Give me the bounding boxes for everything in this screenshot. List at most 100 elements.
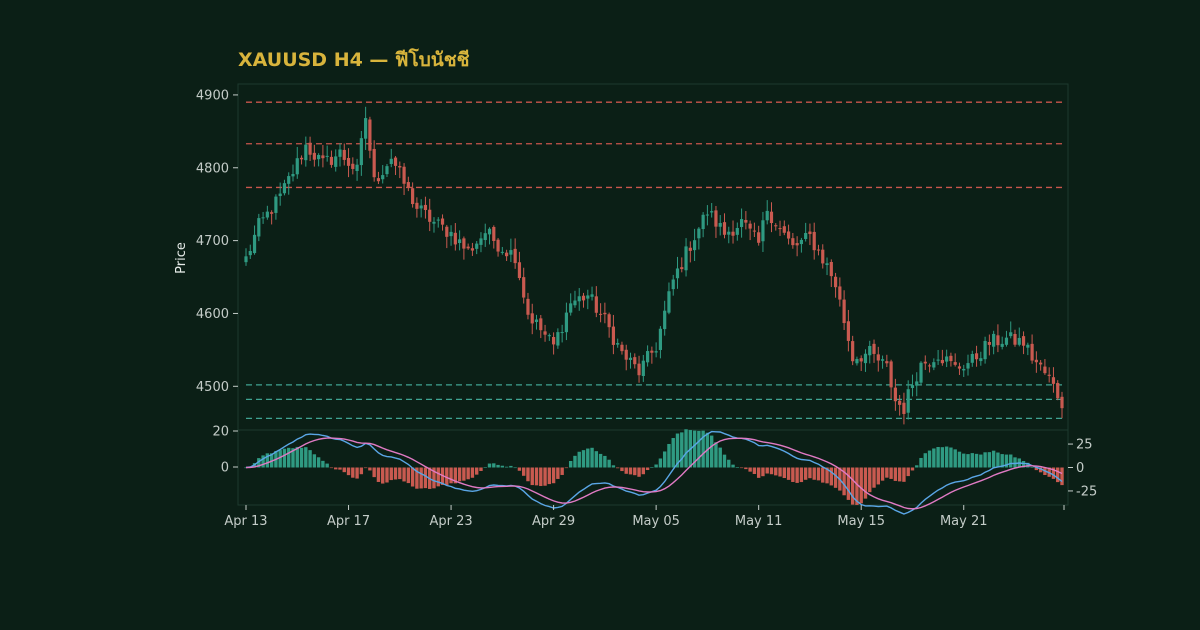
candle [748, 220, 752, 241]
macd-histogram-bar [709, 435, 714, 468]
candle [727, 226, 731, 244]
candle [838, 277, 842, 307]
macd-histogram-bar [278, 450, 282, 468]
x-tick-label: May 15 [837, 514, 885, 529]
macd-histogram-bar [457, 467, 462, 482]
candle [479, 232, 483, 253]
macd-histogram-bar [799, 467, 804, 483]
macd-histogram-bar [850, 467, 855, 505]
candle [381, 165, 385, 184]
candle [1056, 380, 1060, 401]
macd-histogram-bar [415, 467, 419, 489]
macd-histogram-bar [714, 442, 718, 468]
macd-histogram-bar [876, 467, 880, 485]
candle [962, 364, 966, 377]
candle [364, 106, 368, 150]
candle [970, 350, 974, 367]
macd-histogram-bar [372, 467, 376, 478]
macd-histogram-bar [786, 467, 791, 480]
macd-histogram-bar [624, 467, 628, 474]
macd-histogram-bar [756, 467, 761, 478]
candle [590, 286, 594, 301]
candle [346, 148, 351, 178]
macd-histogram-bar [445, 467, 449, 486]
candle [372, 140, 376, 182]
macd-histogram-bar [910, 467, 915, 471]
candle [539, 315, 543, 339]
candle [718, 215, 722, 236]
macd-histogram-bar [1056, 467, 1060, 483]
macd-histogram-bar [312, 454, 317, 468]
macd-histogram-bar [739, 467, 744, 469]
macd-histogram-bar [697, 430, 701, 468]
candle [1060, 391, 1064, 419]
macd-histogram-bar [423, 467, 428, 489]
candle [915, 372, 919, 397]
candle [705, 205, 710, 226]
macd-histogram-bar [603, 455, 607, 468]
candle [560, 324, 564, 343]
candle [1034, 351, 1038, 373]
candle [389, 148, 393, 168]
macd-histogram-bar [346, 467, 351, 476]
macd-histogram-bar [735, 467, 740, 468]
macd-histogram-bar [406, 467, 411, 484]
macd-histogram-bar [487, 463, 492, 468]
macd-histogram-bar [868, 467, 872, 493]
candle [1013, 329, 1017, 347]
macd-histogram-bar [492, 463, 496, 468]
macd-tick-label: -25 [1076, 484, 1097, 499]
macd-histogram-bar [940, 447, 945, 468]
macd-histogram-bar [316, 457, 321, 468]
macd-histogram-bar [667, 443, 671, 468]
candle [778, 220, 782, 236]
candle [483, 223, 487, 247]
macd-histogram-bar [662, 451, 667, 468]
candle [1039, 360, 1043, 371]
macd-histogram-bar [722, 454, 727, 468]
macd-histogram-bar [287, 447, 291, 468]
macd-histogram-bar [944, 446, 949, 468]
candle [543, 324, 547, 342]
candle [769, 202, 774, 233]
candle [936, 349, 940, 365]
candle [261, 211, 265, 224]
macd-histogram-bar [761, 467, 765, 477]
candle [385, 163, 389, 178]
macd-histogram-bar [385, 467, 389, 483]
candle [1004, 330, 1009, 347]
candle [829, 259, 833, 288]
macd-histogram-bar [684, 429, 688, 468]
candle [393, 156, 398, 176]
macd-histogram-bar [791, 467, 795, 482]
candle [291, 164, 295, 182]
macd-histogram-bar [521, 467, 526, 476]
macd-histogram-bar [547, 467, 552, 485]
candle [556, 328, 560, 349]
macd-histogram-bar [658, 458, 663, 468]
macd-histogram-bar [966, 454, 970, 468]
macd-histogram-bar [564, 467, 569, 469]
candle [906, 380, 910, 420]
candle [334, 149, 338, 172]
macd-histogram-bar [436, 467, 440, 487]
candle [252, 225, 257, 255]
macd-tick-label: 0 [1076, 461, 1084, 476]
candle [786, 224, 791, 245]
macd-histogram-bar [398, 467, 402, 480]
candle [509, 238, 513, 263]
macd-histogram-bar [949, 447, 953, 468]
candle [244, 248, 248, 266]
candle [744, 211, 748, 230]
price-axis-label: Price [174, 242, 189, 274]
candle [428, 198, 432, 232]
candle [406, 176, 410, 192]
candle [581, 292, 586, 308]
candle [573, 290, 577, 308]
candle [979, 351, 983, 366]
candle [910, 374, 915, 397]
candle [663, 300, 667, 336]
macd-histogram-bar [483, 467, 487, 468]
macd-histogram-bar [475, 467, 479, 475]
